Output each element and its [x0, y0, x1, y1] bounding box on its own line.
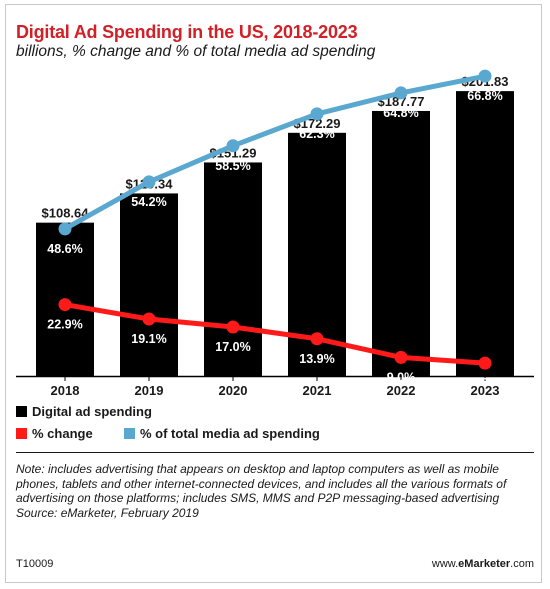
brand-suffix: .com: [510, 558, 534, 570]
point-pct-total-media-2022: [394, 86, 408, 100]
bar-value-label-2018: $108.64: [42, 206, 90, 221]
chart-frame: [5, 4, 542, 583]
label-pct-change-2020: 17.0%: [215, 340, 250, 354]
legend-label-digital-ad-spending: Digital ad spending: [32, 404, 152, 419]
x-tick-label-2018: 2018: [51, 383, 80, 398]
legend-swatch-digital-ad-spending: [16, 406, 27, 417]
legend-item-pct-change: % change: [16, 426, 93, 441]
label-pct-total-media-2022: 64.8%: [383, 106, 418, 120]
legend-item-pct-total-media: % of total media ad spending: [124, 426, 320, 441]
legend-label-pct-change: % change: [32, 426, 93, 441]
point-pct-total-media-2021: [310, 107, 324, 121]
label-pct-total-media-2023: 66.8%: [467, 89, 502, 103]
point-pct-change-2019: [142, 312, 156, 326]
point-pct-change-2022: [394, 350, 408, 364]
point-pct-total-media-2019: [142, 175, 156, 189]
point-pct-change-2018: [58, 298, 72, 312]
brand-name: eMarketer: [458, 558, 511, 570]
note-divider: [16, 452, 534, 453]
point-pct-total-media-2018: [58, 222, 72, 236]
legend-swatch-pct-total-media: [124, 428, 135, 439]
chart-subtitle: billions, % change and % of total media …: [16, 43, 376, 60]
point-pct-change-2020: [226, 320, 240, 334]
x-tick-label-2021: 2021: [303, 383, 332, 398]
label-pct-change-2019: 19.1%: [131, 332, 166, 346]
label-pct-change-2022: 9.0%: [387, 370, 416, 384]
label-pct-change-2018: 22.9%: [47, 318, 82, 332]
brand-link[interactable]: www.eMarketer.com: [432, 558, 534, 570]
label-pct-change-2021: 13.9%: [299, 352, 334, 366]
legend-label-pct-total-media: % of total media ad spending: [140, 426, 320, 441]
footnote: Note: includes advertising that appears …: [16, 462, 534, 520]
point-pct-change-2023: [478, 356, 492, 370]
brand-prefix: www.: [431, 558, 459, 570]
chart-code: T10009: [16, 558, 54, 570]
series-line-pct-change: [62, 302, 488, 366]
bar-2022: [372, 110, 430, 376]
label-pct-total-media-2021: 62.3%: [299, 127, 334, 141]
chart-area: $108.64$129.34$151.29$172.29$187.77$201.…: [16, 69, 534, 398]
bar-2019: [120, 193, 178, 376]
x-tick-label-2020: 2020: [219, 383, 248, 398]
source-text: Source: eMarketer, February 2019: [16, 505, 199, 520]
x-tick-label-2022: 2022: [387, 383, 416, 398]
label-pct-total-media-2019: 54.2%: [131, 195, 166, 209]
label-pct-change-2023: 7.5%: [471, 376, 500, 390]
x-tick-label-2023: 2023: [471, 383, 500, 398]
point-pct-change-2021: [310, 332, 324, 346]
point-pct-total-media-2020: [226, 139, 240, 153]
label-pct-total-media-2020: 58.5%: [215, 159, 250, 173]
bar-2020: [204, 162, 262, 376]
x-tick-label-2019: 2019: [135, 383, 164, 398]
bar-2023: [456, 91, 514, 377]
legend-swatch-pct-change: [16, 428, 27, 439]
note-text: Note: includes advertising that appears …: [16, 462, 507, 506]
legend-item-digital-ad-spending: Digital ad spending: [16, 404, 152, 419]
series-line-pct-total-media: [62, 73, 488, 232]
chart-title: Digital Ad Spending in the US, 2018-2023: [16, 22, 358, 42]
point-pct-total-media-2023: [478, 69, 492, 83]
label-pct-total-media-2018: 48.6%: [47, 242, 82, 256]
